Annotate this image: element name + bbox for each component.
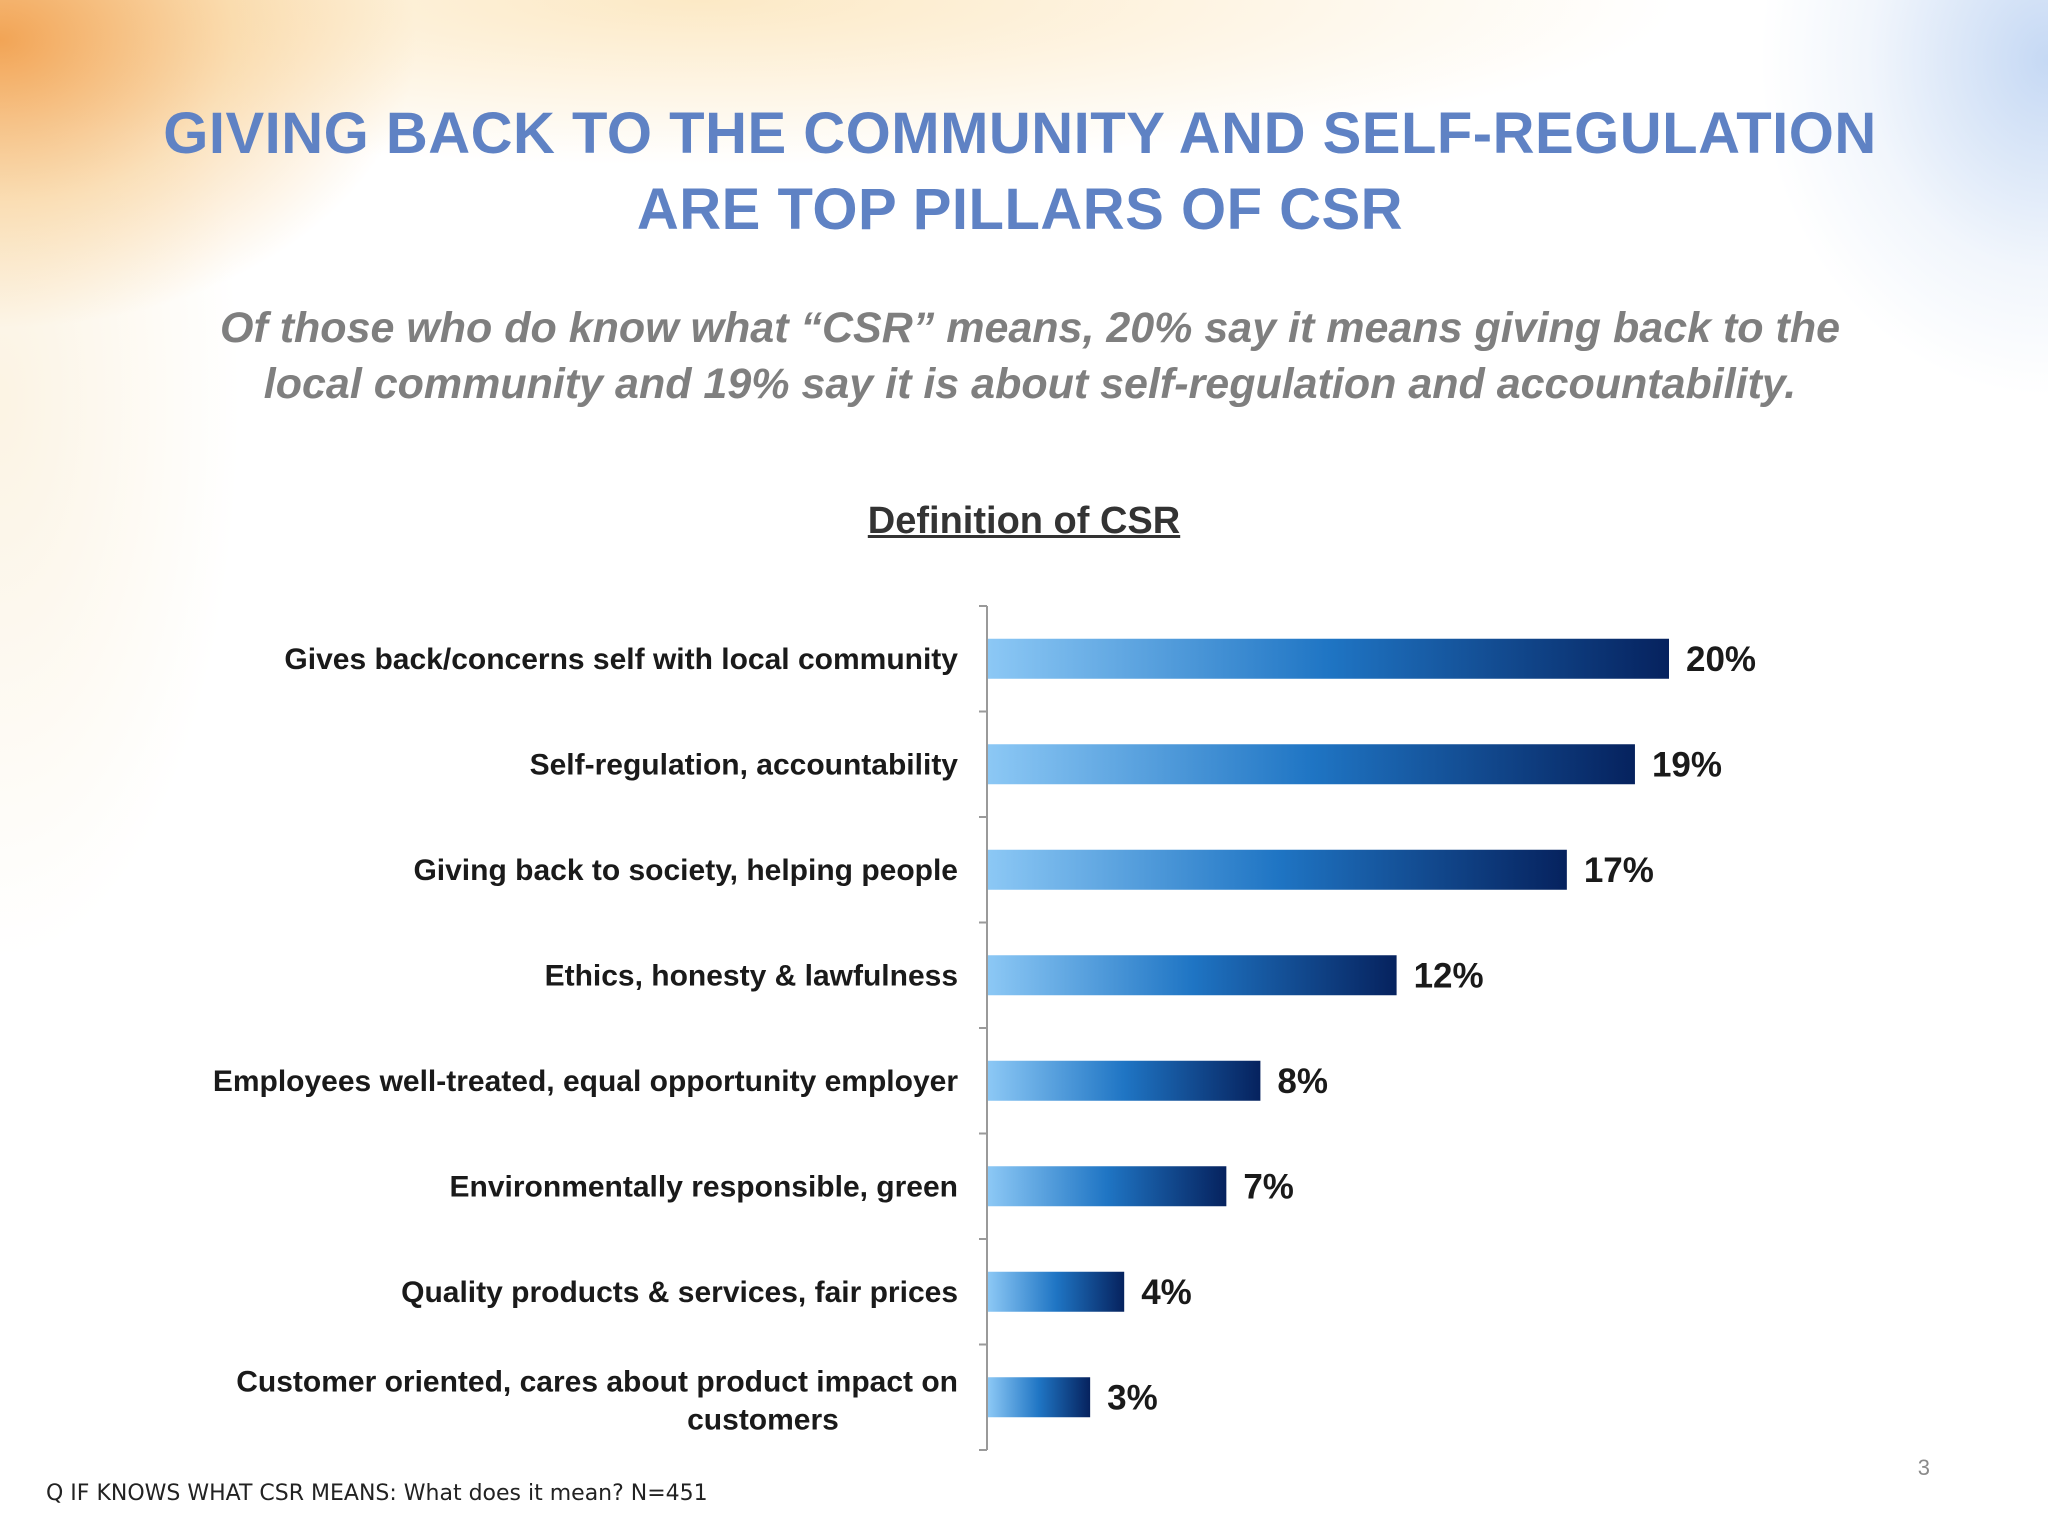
value-label: 20% — [1686, 640, 1756, 679]
category-label: Gives back/concerns self with local comm… — [284, 643, 958, 676]
slide-subtitle: Of those who do know what “CSR” means, 2… — [140, 300, 1920, 412]
chart-axis — [979, 605, 988, 1451]
category-label: Customer oriented, cares about product i… — [236, 1365, 958, 1436]
chart-bars — [988, 638, 1669, 1418]
value-labels: 20% 19% 17% 12% 8% 7% 4% 3% — [1107, 640, 1756, 1418]
chart-title: Definition of CSR — [867, 500, 1181, 542]
slide-subtitle-line: Of those who do know what “CSR” means, 2… — [220, 304, 1840, 352]
value-label: 3% — [1107, 1378, 1158, 1417]
bar — [988, 638, 1669, 679]
category-labels: Gives back/concerns self with local comm… — [213, 643, 958, 1437]
slide-title-line: ARE TOP PILLARS OF CSR — [636, 177, 1404, 242]
bar — [988, 1377, 1091, 1418]
value-label: 19% — [1652, 745, 1722, 784]
bar — [988, 744, 1635, 785]
value-label: 17% — [1584, 851, 1654, 890]
slide-title: GIVING BACK TO THE COMMUNITY AND SELF-RE… — [60, 96, 1980, 248]
category-label: Environmentally responsible, green — [450, 1170, 958, 1203]
category-label: Quality products & services, fair prices — [401, 1276, 958, 1309]
category-label: Employees well-treated, equal opportunit… — [213, 1065, 958, 1098]
value-label: 8% — [1277, 1062, 1328, 1101]
category-label: Ethics, honesty & lawfulness — [545, 959, 958, 992]
value-label: 12% — [1414, 956, 1484, 995]
value-label: 4% — [1141, 1273, 1192, 1312]
slide-subtitle-line: local community and 19% say it is about … — [263, 360, 1797, 408]
slide-title-line: GIVING BACK TO THE COMMUNITY AND SELF-RE… — [163, 101, 1877, 166]
category-label: Giving back to society, helping people — [413, 854, 958, 887]
value-label: 7% — [1243, 1167, 1294, 1206]
bar — [988, 849, 1567, 890]
bar — [988, 1166, 1227, 1207]
page-number: 3 — [1917, 1455, 1930, 1480]
category-label: Self-regulation, accountability — [530, 748, 959, 781]
footnote: Q IF KNOWS WHAT CSR MEANS: What does it … — [46, 1481, 708, 1506]
bar — [988, 1271, 1125, 1312]
bar — [988, 1060, 1261, 1101]
bar — [988, 955, 1397, 996]
